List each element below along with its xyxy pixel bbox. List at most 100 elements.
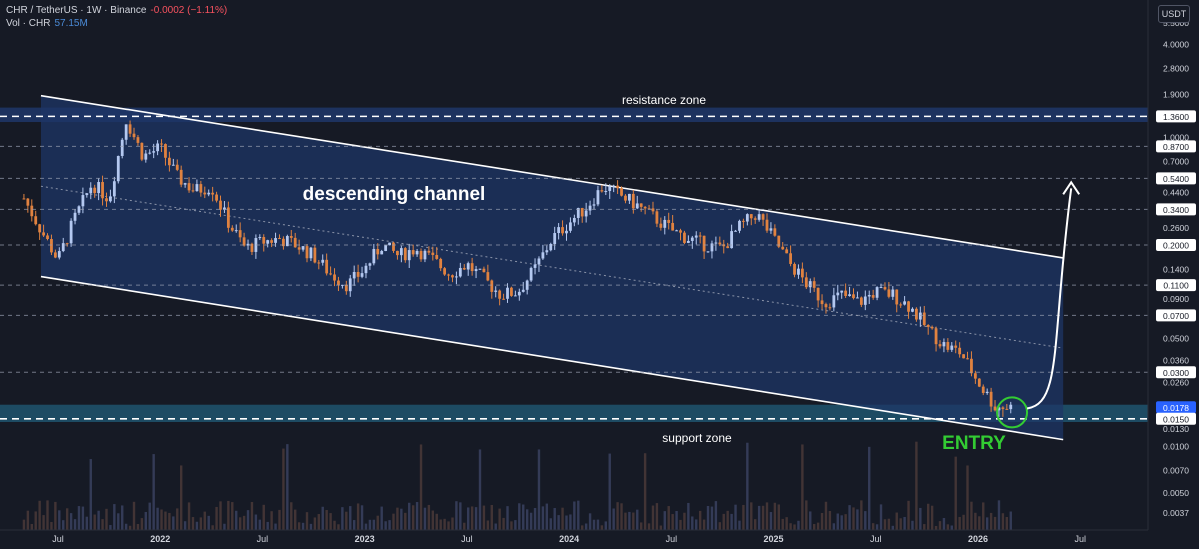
candle [140,142,144,162]
volume-label[interactable]: Vol · CHR [6,18,51,29]
candle-body [101,182,104,199]
candle [824,302,828,314]
candle [859,296,863,308]
volume-bar [714,501,718,530]
volume-bar [695,519,698,530]
candle-body [848,294,851,296]
candle-body [152,151,156,153]
candle-body [840,290,844,293]
candle-body [423,250,427,260]
candle [604,183,608,196]
candle-body [474,269,478,272]
candle-body [824,304,828,308]
candle-body [242,237,246,246]
volume-bar [934,525,938,530]
candle-body [223,207,226,210]
candle-body [773,228,777,236]
volume-bar [113,504,116,530]
volume-bar [628,511,631,530]
candle [85,193,89,198]
volume-bar [742,504,745,530]
volume-bar [887,518,891,530]
candle-body [836,292,840,296]
volume-bar [789,523,792,530]
candle-body [671,222,675,231]
candle [447,273,450,281]
volume-bar [140,518,144,530]
candle [128,120,132,138]
volume-bar [726,510,729,530]
candle [659,217,663,231]
candle-body [808,281,812,288]
candle [655,209,659,228]
candle-body [478,268,482,270]
candle [915,307,918,322]
candle-body [679,230,682,233]
candle [667,212,671,230]
candle-body [781,246,785,250]
candle-body [859,297,863,305]
candle [922,305,926,327]
candle-body [458,267,462,277]
volume-bar [254,514,258,530]
candle [930,325,934,330]
candle-body [907,301,910,312]
volume-bar [718,522,722,530]
candle [466,261,470,276]
candle-body [765,219,769,231]
candle-body [175,164,179,170]
candle [789,245,792,267]
candle-body [234,230,238,232]
volume-bar [868,446,871,530]
price-tick-label: 0.2600 [1163,223,1189,233]
volume-bar [801,444,804,530]
candle-body [915,308,918,320]
volume-bar [1005,516,1009,530]
candle-body [734,230,737,232]
candle-body [364,265,368,274]
candle [498,289,502,306]
volume-bar [769,512,773,530]
candle [215,191,218,203]
candle-body [274,238,277,243]
candle-body [655,211,659,224]
currency-button[interactable]: USDT [1158,5,1190,23]
volume-bar [187,502,191,530]
candle [777,235,781,249]
candle-body [451,275,454,278]
candle-body [164,144,167,158]
candle [380,249,384,255]
candle-body [702,235,706,252]
candle-body [549,244,553,251]
candle [132,127,136,140]
candle-body [800,268,804,278]
candle-body [340,284,344,286]
volume-bar [50,522,53,530]
volume-bar [962,514,965,530]
candle-body [38,224,42,233]
price-tick-label: 5.5000 [1163,18,1189,28]
candle-body [950,345,954,350]
candle [565,224,568,241]
volume-bar [124,523,128,530]
volume-bar [235,510,238,530]
target-arrow-head [1062,180,1081,195]
volume-bar [899,518,902,530]
volume-bar [616,502,619,530]
volume-bar [632,512,635,530]
symbol-title[interactable]: CHR / TetherUS · 1W · Binance [6,5,147,16]
candle-body [738,220,741,231]
volume-bar [443,518,446,530]
candle [686,235,690,244]
candle-body [627,193,631,201]
price-tag [1156,401,1196,414]
volume-bar [262,504,265,530]
candle [93,184,97,198]
candle-body [171,164,175,166]
volume-bar [384,521,387,530]
candle-body [407,250,411,261]
candle-body [337,280,340,285]
volume-bar [569,514,572,530]
candle [521,281,525,293]
